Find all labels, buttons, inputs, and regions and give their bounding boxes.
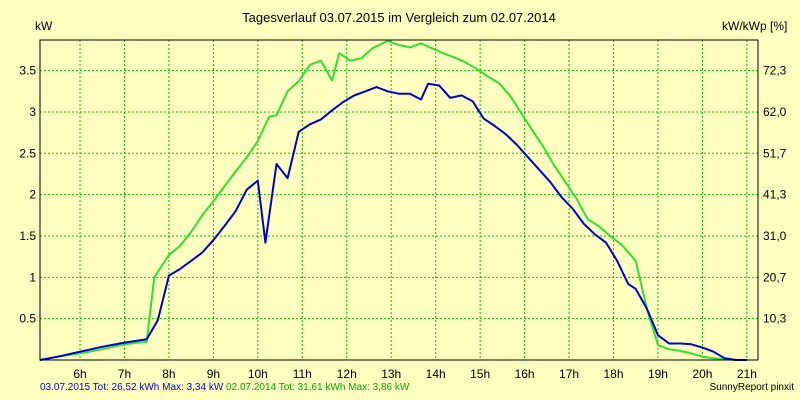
y-axis-label: kW [35,19,53,33]
x-tick-label: 6h [73,367,86,381]
y-tick-label: 0.5 [19,312,36,326]
y2-tick-label: 62,0 [763,105,787,119]
y2-tick-label: 31,0 [763,229,787,243]
y2-tick-label: 51,7 [763,146,787,160]
x-tick-label: 21h [737,367,757,381]
y2-tick-label: 41,3 [763,188,787,202]
y-tick-label: 1.5 [19,229,36,243]
y-tick-label: 1 [29,270,36,284]
x-tick-label: 14h [426,367,446,381]
x-tick-label: 18h [603,367,623,381]
x-tick-label: 19h [648,367,668,381]
tick-labels: 6h 7h 8h 9h 10h 11h 12h 13h 14h 15h 16h 17h 18h 19h 20… [19,64,786,381]
footer-series2-summary: 02.07.2014 Tot: 31,61 kWh Max: 3,86 kW [226,382,410,393]
footer-summary: 03.07.2015 Tot: 26,52 kWh Max: 3,34 kW 0… [40,382,409,393]
series-line-1 [39,82,747,361]
x-tick-label: 12h [337,367,357,381]
plot-frame [39,39,759,361]
y-tick-label: 2.5 [19,146,36,160]
y2-tick-label: 10,3 [763,312,787,326]
x-tick-label: 15h [470,367,490,381]
y2-axis-label: kW/kWp [%] [722,19,787,33]
x-tick-label: 7h [118,367,131,381]
footer-credit: SunnyReport pinxit [709,382,795,393]
grid [40,40,758,360]
x-tick-label: 9h [207,367,220,381]
x-tick-label: 16h [515,367,535,381]
y-tick-label: 2 [29,188,36,202]
y2-tick-label: 72,3 [763,64,787,78]
y2-tick-label: 20,7 [763,270,787,284]
series [39,39,747,361]
y-tick-label: 3 [29,105,36,119]
y-tick-label: 3.5 [19,64,36,78]
x-tick-label: 17h [559,367,579,381]
series-line-2 [39,39,747,361]
footer-series1-summary: 03.07.2015 Tot: 26,52 kWh Max: 3,34 kW [40,382,224,393]
x-tick-label: 10h [248,367,268,381]
x-tick-label: 8h [162,367,175,381]
chart-title: Tagesverlauf 03.07.2015 im Vergleich zum… [242,10,556,25]
x-tick-label: 11h [293,367,312,381]
x-tick-label: 20h [692,367,712,381]
x-tick-label: 13h [381,367,401,381]
